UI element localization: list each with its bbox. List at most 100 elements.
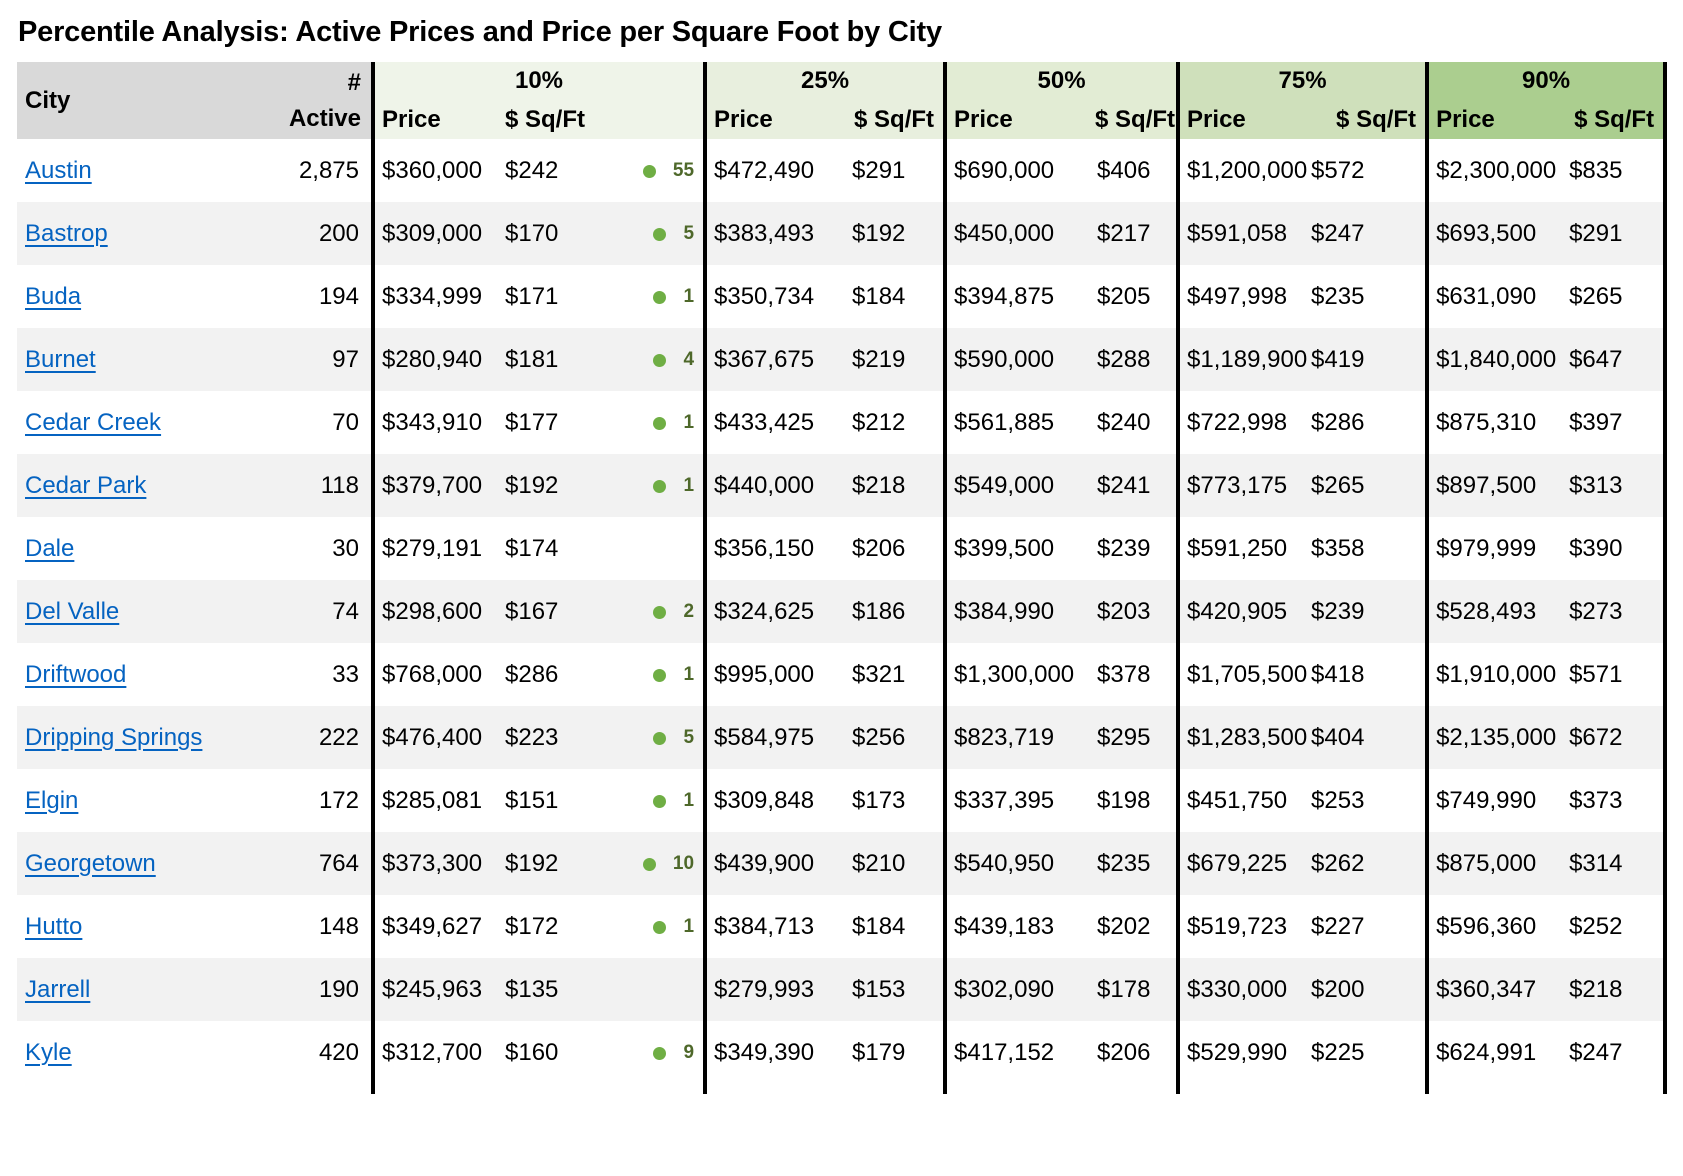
price-75-cell: $519,723 bbox=[1176, 895, 1310, 958]
sqft-50-cell: $206 bbox=[1097, 1038, 1151, 1066]
price-50-cell: $690,000 bbox=[943, 139, 1096, 202]
sqft-90-cell: $218 bbox=[1567, 958, 1668, 1021]
dot-count-cell: 10 bbox=[618, 832, 705, 895]
dot-count-cell: 1 bbox=[618, 643, 705, 706]
table-row: Del Valle 74 $298,600 $167 2 $324,625 $186 $384… bbox=[17, 580, 1668, 643]
price-75-cell: $1,200,000 bbox=[1176, 139, 1310, 202]
city-link[interactable]: Dripping Springs bbox=[25, 723, 203, 751]
city-link[interactable]: Cedar Creek bbox=[25, 408, 162, 436]
price-90-cell: $897,500 bbox=[1425, 454, 1568, 517]
price-25-cell: $439,900 bbox=[703, 832, 851, 895]
green-dot-icon bbox=[653, 353, 667, 367]
price-25-cell: $356,150 bbox=[703, 517, 851, 580]
city-cell: Cedar Park bbox=[17, 454, 256, 517]
city-cell: Austin bbox=[17, 139, 256, 202]
sqft-25-cell: $179 bbox=[852, 1038, 906, 1066]
city-cell: Dripping Springs bbox=[17, 706, 256, 769]
sqft-50-cell: $217 bbox=[1097, 219, 1151, 247]
sqft-25-cell: $218 bbox=[852, 471, 906, 499]
city-link[interactable]: Del Valle bbox=[25, 597, 120, 625]
sqft-75-cell: $286 bbox=[1311, 408, 1365, 436]
green-dot-icon bbox=[653, 290, 667, 304]
price-90-cell: $875,000 bbox=[1425, 832, 1568, 895]
city-link[interactable]: Driftwood bbox=[25, 660, 127, 688]
dot-count-cell: 5 bbox=[618, 706, 705, 769]
price-75-cell: $330,000 bbox=[1176, 958, 1310, 1021]
sqft-25-cell: $153 bbox=[852, 975, 906, 1003]
sqft-75-cell: $572 bbox=[1311, 156, 1365, 184]
table-row: Jarrell 190 $245,963 $135 $279,993 $153 $302,0… bbox=[17, 958, 1668, 1021]
active-count-cell: 30 bbox=[332, 534, 359, 562]
sqft-25-cell: $291 bbox=[852, 156, 906, 184]
sqft-75-cell: $253 bbox=[1311, 786, 1365, 814]
report-sheet: Percentile Analysis: Active Prices and P… bbox=[17, 16, 1668, 1094]
sqft-10-cell: $151 bbox=[505, 786, 559, 814]
city-link[interactable]: Kyle bbox=[25, 1038, 72, 1066]
price-90-cell: $528,493 bbox=[1425, 580, 1568, 643]
dot-count: 1 bbox=[683, 285, 695, 307]
sqft-75-cell: $418 bbox=[1311, 660, 1365, 688]
price-50-cell: $417,152 bbox=[943, 1021, 1096, 1084]
city-cell: Elgin bbox=[17, 769, 256, 832]
header-group-75: 75% bbox=[1176, 62, 1428, 100]
city-cell: Cedar Creek bbox=[17, 391, 256, 454]
price-50-cell: $439,183 bbox=[943, 895, 1096, 958]
sqft-90-cell: $571 bbox=[1567, 643, 1668, 706]
price-10-cell: $309,000 bbox=[371, 202, 503, 265]
table-row: Burnet 97 $280,940 $181 4 $367,675 $219 $590,00… bbox=[17, 328, 1668, 391]
dot-count: 1 bbox=[683, 411, 695, 433]
table-row: Driftwood 33 $768,000 $286 1 $995,000 $321 $1,3… bbox=[17, 643, 1668, 706]
price-10-cell: $279,191 bbox=[371, 517, 503, 580]
header-sqft-75: $ Sq/Ft bbox=[1309, 100, 1428, 139]
city-link[interactable]: Jarrell bbox=[25, 975, 91, 1003]
city-cell: Dale bbox=[17, 517, 256, 580]
sqft-75-cell: $200 bbox=[1311, 975, 1365, 1003]
city-link[interactable]: Dale bbox=[25, 534, 75, 562]
city-link[interactable]: Elgin bbox=[25, 786, 79, 814]
city-link[interactable]: Georgetown bbox=[25, 849, 156, 877]
price-50-cell: $384,990 bbox=[943, 580, 1096, 643]
price-90-cell: $693,500 bbox=[1425, 202, 1568, 265]
dot-count: 1 bbox=[683, 474, 695, 496]
sqft-90-cell: $291 bbox=[1567, 202, 1668, 265]
city-link[interactable]: Buda bbox=[25, 282, 82, 310]
active-count-cell: 764 bbox=[318, 849, 359, 877]
green-dot-icon bbox=[642, 164, 656, 178]
table-row: Elgin 172 $285,081 $151 1 $309,848 $173 $337,39… bbox=[17, 769, 1668, 832]
city-link[interactable]: Austin bbox=[25, 156, 92, 184]
city-link[interactable]: Hutto bbox=[25, 912, 83, 940]
dot-count: 5 bbox=[683, 222, 695, 244]
city-link[interactable]: Burnet bbox=[25, 345, 96, 373]
table-tail bbox=[17, 1084, 1668, 1094]
sqft-90-cell: $647 bbox=[1567, 328, 1668, 391]
dot-count: 9 bbox=[683, 1041, 695, 1063]
city-link[interactable]: Bastrop bbox=[25, 219, 108, 247]
sqft-25-cell: $256 bbox=[852, 723, 906, 751]
price-25-cell: $440,000 bbox=[703, 454, 851, 517]
active-count-cell: 70 bbox=[332, 408, 359, 436]
price-25-cell: $349,390 bbox=[703, 1021, 851, 1084]
price-90-cell: $2,300,000 bbox=[1425, 139, 1568, 202]
sqft-90-cell: $397 bbox=[1567, 391, 1668, 454]
price-90-cell: $1,840,000 bbox=[1425, 328, 1568, 391]
header-group-90: 90% bbox=[1425, 62, 1668, 100]
sqft-25-cell: $184 bbox=[852, 282, 906, 310]
green-dot-icon bbox=[653, 479, 667, 493]
table-row: Dripping Springs 222 $476,400 $223 5 $584,975… bbox=[17, 706, 1668, 769]
header-sqft-10: $ Sq/Ft bbox=[503, 100, 618, 139]
table-row: Kyle 420 $312,700 $160 9 $349,390 $179 $417,152… bbox=[17, 1021, 1668, 1084]
city-cell: Kyle bbox=[17, 1021, 256, 1084]
sqft-25-cell: $210 bbox=[852, 849, 906, 877]
city-link[interactable]: Cedar Park bbox=[25, 471, 147, 499]
price-75-cell: $591,250 bbox=[1176, 517, 1310, 580]
price-10-cell: $280,940 bbox=[371, 328, 503, 391]
dot-count: 2 bbox=[683, 600, 695, 622]
sqft-25-cell: $173 bbox=[852, 786, 906, 814]
price-10-cell: $768,000 bbox=[371, 643, 503, 706]
city-cell: Driftwood bbox=[17, 643, 256, 706]
sqft-75-cell: $262 bbox=[1311, 849, 1365, 877]
price-90-cell: $749,990 bbox=[1425, 769, 1568, 832]
sqft-25-cell: $219 bbox=[852, 345, 906, 373]
dot-count: 1 bbox=[683, 915, 695, 937]
header-price-50: Price bbox=[943, 100, 1096, 139]
